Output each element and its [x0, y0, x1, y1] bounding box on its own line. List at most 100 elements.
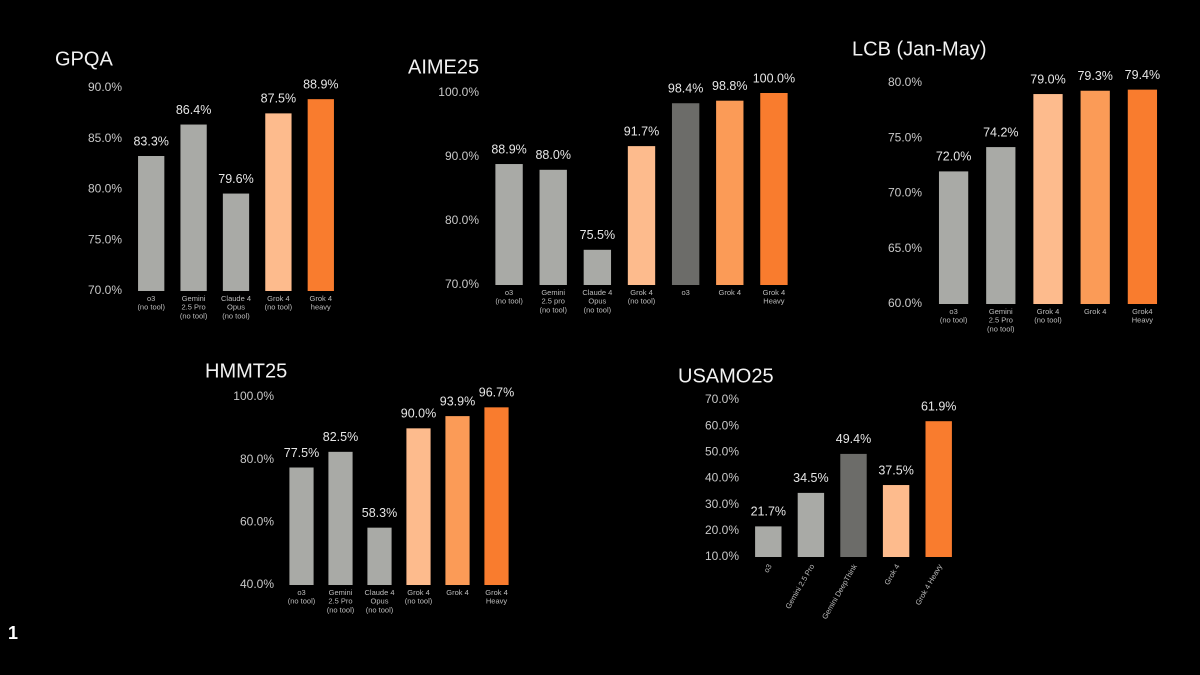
bar — [986, 147, 1016, 304]
chart-title: GPQA — [55, 48, 113, 70]
x-tick-label: Grok 4 Heavy — [763, 288, 786, 306]
value-label: 86.4% — [176, 103, 211, 117]
value-label: 79.4% — [1125, 68, 1160, 82]
y-tick-label: 90.0% — [88, 80, 122, 94]
y-tick-label: 80.0% — [240, 452, 274, 466]
y-tick-label: 85.0% — [88, 131, 122, 145]
x-tick-label: Gemini 2.5 pro (no tool) — [539, 288, 567, 314]
bar — [222, 193, 250, 291]
x-tick-label: Claude 4 Opus (no tool) — [221, 294, 251, 320]
x-tick-label: o3 (no tool) — [495, 288, 523, 306]
value-label: 75.5% — [580, 228, 615, 242]
value-label: 87.5% — [261, 92, 296, 106]
y-tick-label: 75.0% — [888, 130, 922, 144]
chart-title: USAMO25 — [678, 365, 774, 387]
y-tick-label: 65.0% — [888, 241, 922, 255]
y-tick-label: 100.0% — [233, 389, 274, 403]
value-label: 98.4% — [668, 82, 703, 96]
x-tick-label: Gemini 2.5 Pro (no tool) — [180, 294, 208, 320]
value-label: 79.0% — [1030, 72, 1065, 86]
y-tick-label: 60.0% — [240, 515, 274, 529]
x-tick-label: Grok 4 Heavy — [485, 588, 508, 606]
value-label: 61.9% — [921, 399, 956, 413]
bar — [289, 467, 314, 585]
bar — [583, 249, 612, 285]
bar — [1127, 89, 1158, 304]
x-tick-label: Claude 4 Opus (no tool) — [582, 288, 612, 314]
y-tick-label: 60.0% — [705, 418, 739, 432]
y-tick-label: 40.0% — [705, 471, 739, 485]
chart-title: LCB (Jan-May) — [852, 38, 986, 60]
y-tick-label: 20.0% — [705, 523, 739, 537]
chart-title: HMMT25 — [205, 360, 287, 382]
bar — [938, 171, 969, 304]
value-label: 98.8% — [712, 79, 747, 93]
x-tick-label: o3 — [762, 562, 774, 574]
x-tick-label: o3 (no tool) — [288, 588, 316, 606]
bar — [495, 164, 523, 285]
bar — [755, 526, 782, 557]
bar — [760, 93, 788, 285]
value-label: 79.6% — [218, 172, 253, 186]
value-label: 72.0% — [936, 150, 971, 164]
value-label: 49.4% — [836, 432, 871, 446]
bar — [627, 146, 656, 285]
value-label: 83.3% — [133, 134, 168, 148]
value-label: 100.0% — [753, 71, 795, 85]
y-tick-label: 90.0% — [445, 149, 479, 163]
bar — [138, 156, 165, 291]
y-tick-label: 30.0% — [705, 497, 739, 511]
bar — [328, 451, 353, 585]
bar — [1033, 94, 1063, 304]
y-tick-label: 60.0% — [888, 296, 922, 310]
y-tick-label: 80.0% — [888, 75, 922, 89]
value-label: 96.7% — [479, 386, 514, 400]
bar — [840, 453, 867, 557]
value-label: 37.5% — [878, 463, 913, 477]
bar — [307, 99, 334, 291]
value-label: 88.9% — [303, 77, 338, 91]
bar — [925, 421, 952, 557]
value-label: 88.9% — [491, 142, 526, 156]
x-tick-label: o3 — [681, 288, 689, 297]
bar — [445, 416, 470, 585]
x-tick-label: Grok 4 (no tool) — [405, 588, 433, 606]
value-label: 77.5% — [284, 446, 319, 460]
bar — [484, 407, 509, 585]
value-label: 93.9% — [440, 394, 475, 408]
y-tick-label: 70.0% — [888, 186, 922, 200]
y-tick-label: 75.0% — [88, 232, 122, 246]
value-label: 34.5% — [793, 471, 828, 485]
bar — [367, 527, 392, 585]
y-tick-label: 100.0% — [438, 85, 479, 99]
value-label: 74.2% — [983, 125, 1018, 139]
x-tick-label: Grok 4 — [719, 288, 742, 297]
value-label: 58.3% — [362, 506, 397, 520]
x-tick-label: Grok 4 — [1084, 307, 1107, 316]
value-label: 88.0% — [535, 148, 570, 162]
x-tick-label: o3 (no tool) — [940, 307, 968, 325]
value-label: 90.0% — [401, 407, 436, 421]
bar — [671, 103, 700, 286]
x-tick-label: Gemini 2.5 Pro (no tool) — [987, 307, 1015, 333]
y-tick-label: 40.0% — [240, 577, 274, 591]
x-tick-label: Gemini 2.5 Pro (no tool) — [327, 588, 355, 614]
bar — [406, 428, 431, 585]
chart-title: AIME25 — [408, 56, 479, 78]
value-label: 21.7% — [751, 505, 786, 519]
y-tick-label: 80.0% — [445, 213, 479, 227]
value-label: 91.7% — [624, 124, 659, 138]
x-tick-label: Grok 4 — [446, 588, 469, 597]
bar — [180, 124, 207, 291]
x-tick-label: Grok4 Heavy — [1132, 307, 1154, 325]
x-tick-label: Grok 4 (no tool) — [265, 294, 293, 312]
y-tick-label: 50.0% — [705, 445, 739, 459]
value-label: 79.3% — [1077, 69, 1112, 83]
bar — [265, 113, 292, 291]
y-tick-label: 70.0% — [445, 277, 479, 291]
x-tick-label: Claude 4 Opus (no tool) — [364, 588, 394, 614]
bar — [882, 485, 910, 557]
